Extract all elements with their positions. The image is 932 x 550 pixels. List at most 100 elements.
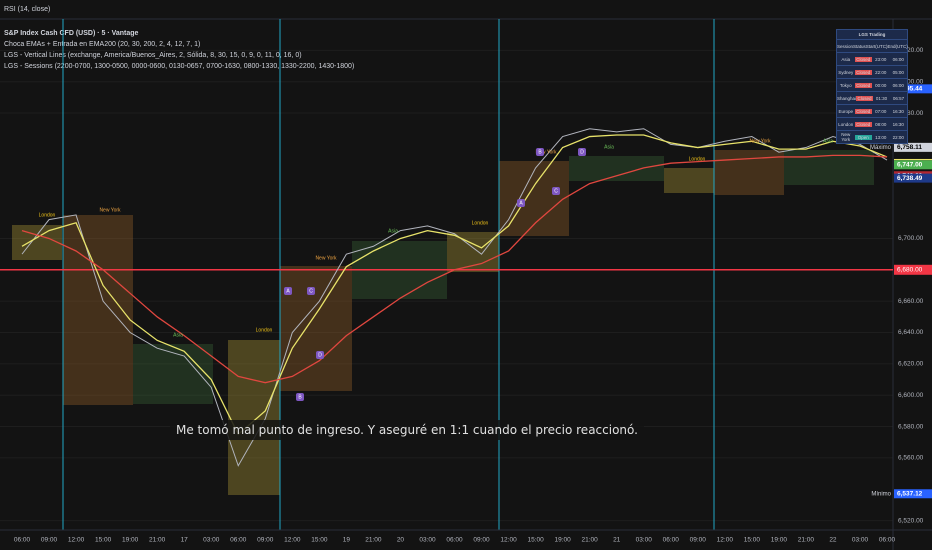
table-cell: Sydney: [838, 69, 854, 75]
y-tick-label: 6,820.00: [898, 47, 924, 54]
table-cell: London: [838, 121, 854, 127]
x-tick-label: 03:00: [419, 537, 436, 544]
annotation: D: [580, 149, 584, 155]
pattern-marker: [517, 199, 525, 207]
pane-bar: [0, 0, 932, 19]
symbol: S&P Index Cash CFD (USD) · 5 · Vantage: [4, 30, 139, 37]
x-tick-label: 06:00: [879, 537, 896, 544]
table-cell: End(UTC): [887, 43, 908, 49]
table-cell: 07:00: [875, 108, 887, 114]
x-tick-label: 15:00: [527, 537, 544, 544]
vertical-lines: [62, 19, 715, 530]
x-tick-label: 09:00: [690, 537, 707, 544]
indicator: LGS - Sessions (2200-0700, 1300-0500, 00…: [4, 63, 354, 70]
y-tick-label: 6,580.00: [898, 423, 924, 430]
indicator: Choca EMAs + Entrada en EMA200 (20, 30, …: [4, 41, 200, 48]
pattern-marker: [552, 187, 560, 195]
table-cell: 01:30: [875, 95, 888, 101]
table-cell: 05:00: [892, 69, 904, 75]
annotation: A: [519, 200, 523, 206]
x-tick-label: 09:00: [257, 537, 274, 544]
pattern-marker: [536, 148, 544, 156]
annotation: Asia: [173, 332, 183, 338]
pattern-marker: [284, 287, 292, 295]
pattern-marker: [296, 393, 304, 401]
table-cell: Closed: [854, 69, 872, 75]
price-label-bg: [894, 489, 932, 499]
x-tick-label: 15:00: [95, 537, 112, 544]
table-row: Sydney Closed 22:00 05:00: [837, 65, 907, 78]
series-line: [21, 134, 888, 436]
x-tick-label: 12:00: [284, 537, 301, 544]
annotation: A: [286, 288, 290, 294]
annotation: London: [256, 327, 273, 333]
x-tick-label: 21: [613, 537, 621, 544]
x-tick-label: 15:00: [744, 537, 761, 544]
table-cell: Closed: [854, 121, 872, 127]
table-cell: Closed: [854, 82, 872, 88]
table-cell: Start(UTC): [865, 43, 888, 49]
price-note: Mínimo: [871, 491, 891, 497]
price-label: 6,738.49: [897, 175, 923, 182]
table-cell: 06:00: [892, 82, 904, 88]
price-label: 6,795.44: [897, 86, 923, 93]
table-row: London Closed 08:00 16:30: [837, 117, 907, 130]
table-cell: 22:00: [892, 134, 904, 140]
pane-title: RSI (14, close): [4, 6, 50, 13]
table-row: Tokyo Closed 00:00 06:00: [837, 78, 907, 91]
table-cell: 23:00: [875, 56, 887, 62]
annotation: Asia: [388, 228, 398, 234]
annotation: New York: [749, 138, 771, 144]
x-tick-label: 06:00: [14, 537, 31, 544]
table-title: LGS Trading: [858, 32, 886, 37]
price-label: 6,680.00: [897, 267, 923, 274]
x-tick-label: 20: [397, 537, 405, 544]
table-cell: 08:00: [875, 121, 887, 127]
x-tick-label: 19:00: [122, 537, 139, 544]
price-label-bg: [894, 142, 932, 152]
table-cell: Shanghai: [837, 95, 857, 101]
table-cell: 00:00: [875, 82, 887, 88]
x-tick-label: 19:00: [771, 537, 788, 544]
annotation: D: [318, 352, 322, 358]
annotation: C: [554, 188, 558, 194]
table-cell: Status: [853, 43, 866, 49]
x-tick-label: 19: [343, 537, 351, 544]
table-cell: 16:30: [892, 121, 904, 127]
y-tick-label: 6,520.00: [898, 517, 924, 524]
x-tick-label: 06:00: [230, 537, 247, 544]
x-tick-label: 21:00: [365, 537, 382, 544]
annotation: Asia: [604, 144, 614, 150]
x-tick-label: 21:00: [582, 537, 599, 544]
price-note: Máximo: [870, 145, 892, 151]
price-label-bg: [894, 264, 932, 275]
y-tick-label: 6,700.00: [898, 235, 924, 242]
annotation: London: [39, 212, 56, 218]
x-tick-label: 03:00: [852, 537, 869, 544]
table-cell: Closed: [856, 95, 874, 101]
x-tick-label: 06:00: [446, 537, 463, 544]
y-tick-label: 6,780.00: [898, 110, 924, 117]
y-tick-label: 6,600.00: [898, 392, 924, 399]
pattern-marker: [316, 351, 324, 359]
x-tick-label: 12:00: [68, 537, 85, 544]
annotation: C: [309, 288, 313, 294]
x-tick-label: 12:00: [500, 537, 517, 544]
x-tick-label: 22: [829, 537, 837, 544]
y-tick-label: 6,800.00: [898, 78, 924, 85]
indicator: LGS - Vertical Lines (exchange, America/…: [4, 52, 302, 59]
annotation: London: [689, 156, 706, 162]
y-tick-label: 6,660.00: [898, 298, 924, 305]
table-row: Europe Closed 07:00 16:30: [837, 104, 907, 117]
table-cell: Closed: [854, 108, 872, 114]
x-tick-label: 12:00: [717, 537, 734, 544]
table-cell: Tokyo: [839, 82, 852, 88]
table-cell: New York: [841, 132, 851, 142]
table-cell: 13:00: [875, 134, 887, 140]
table-cell: 22:00: [875, 69, 887, 75]
x-tick-label: 21:00: [149, 537, 166, 544]
table-row: Shanghai Closed 01:30 06:57: [837, 91, 907, 104]
annotation: London: [472, 220, 489, 226]
